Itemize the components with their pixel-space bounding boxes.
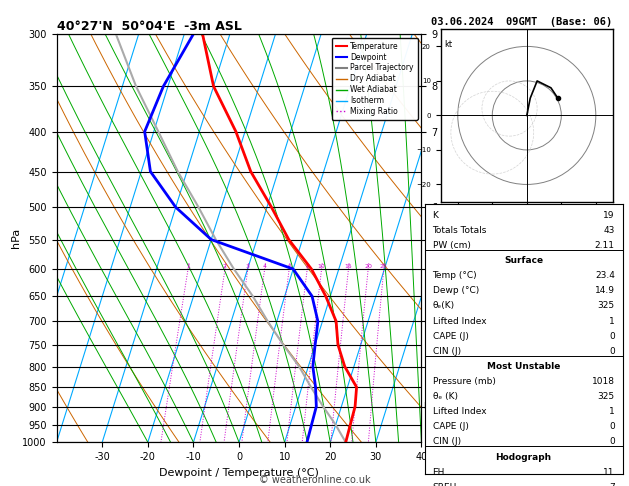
Text: 1018: 1018 xyxy=(592,377,615,386)
Text: CIN (J): CIN (J) xyxy=(433,347,460,356)
Text: 7: 7 xyxy=(609,483,615,486)
Text: CIN (J): CIN (J) xyxy=(433,437,460,447)
Text: 2.11: 2.11 xyxy=(595,241,615,250)
Text: EH: EH xyxy=(433,468,445,477)
Text: 40°27'N  50°04'E  -3m ASL: 40°27'N 50°04'E -3m ASL xyxy=(57,20,242,33)
Text: 20: 20 xyxy=(364,264,372,269)
Text: 43: 43 xyxy=(603,226,615,235)
Text: 0: 0 xyxy=(609,422,615,432)
Text: θₑ(K): θₑ(K) xyxy=(433,301,455,311)
Text: 4: 4 xyxy=(263,264,267,269)
Text: 325: 325 xyxy=(598,392,615,401)
Text: Pressure (mb): Pressure (mb) xyxy=(433,377,496,386)
Text: 19: 19 xyxy=(603,211,615,220)
X-axis label: Dewpoint / Temperature (°C): Dewpoint / Temperature (°C) xyxy=(159,468,319,478)
Text: 1: 1 xyxy=(186,264,190,269)
Text: θₑ (K): θₑ (K) xyxy=(433,392,457,401)
Text: Surface: Surface xyxy=(504,256,543,265)
Text: 0: 0 xyxy=(609,332,615,341)
Y-axis label: hPa: hPa xyxy=(11,228,21,248)
Text: Temp (°C): Temp (°C) xyxy=(433,271,477,280)
Text: 11: 11 xyxy=(603,468,615,477)
Text: 1: 1 xyxy=(609,407,615,416)
Text: PW (cm): PW (cm) xyxy=(433,241,470,250)
Text: Totals Totals: Totals Totals xyxy=(433,226,487,235)
Text: 25: 25 xyxy=(380,264,387,269)
Text: 23.4: 23.4 xyxy=(595,271,615,280)
Y-axis label: km
ASL: km ASL xyxy=(440,229,462,247)
Text: Dewp (°C): Dewp (°C) xyxy=(433,286,479,295)
Text: K: K xyxy=(433,211,438,220)
Text: 2: 2 xyxy=(223,264,227,269)
Text: 1: 1 xyxy=(609,316,615,326)
Text: 3: 3 xyxy=(246,264,250,269)
Text: Lifted Index: Lifted Index xyxy=(433,316,486,326)
Text: SREH: SREH xyxy=(433,483,457,486)
Text: 0: 0 xyxy=(609,347,615,356)
Text: Hodograph: Hodograph xyxy=(496,452,552,462)
Text: 6: 6 xyxy=(287,264,291,269)
Legend: Temperature, Dewpoint, Parcel Trajectory, Dry Adiabat, Wet Adiabat, Isotherm, Mi: Temperature, Dewpoint, Parcel Trajectory… xyxy=(332,38,418,120)
Text: Most Unstable: Most Unstable xyxy=(487,362,560,371)
Text: 325: 325 xyxy=(598,301,615,311)
Text: CAPE (J): CAPE (J) xyxy=(433,332,469,341)
Text: © weatheronline.co.uk: © weatheronline.co.uk xyxy=(259,475,370,485)
Text: LCL: LCL xyxy=(423,402,438,411)
Text: 0: 0 xyxy=(609,437,615,447)
Text: 8: 8 xyxy=(305,264,309,269)
Text: 03.06.2024  09GMT  (Base: 06): 03.06.2024 09GMT (Base: 06) xyxy=(431,17,612,27)
Text: 15: 15 xyxy=(345,264,352,269)
Text: kt: kt xyxy=(444,39,452,49)
Text: 14.9: 14.9 xyxy=(595,286,615,295)
Text: CAPE (J): CAPE (J) xyxy=(433,422,469,432)
Text: Lifted Index: Lifted Index xyxy=(433,407,486,416)
Text: 10: 10 xyxy=(318,264,325,269)
